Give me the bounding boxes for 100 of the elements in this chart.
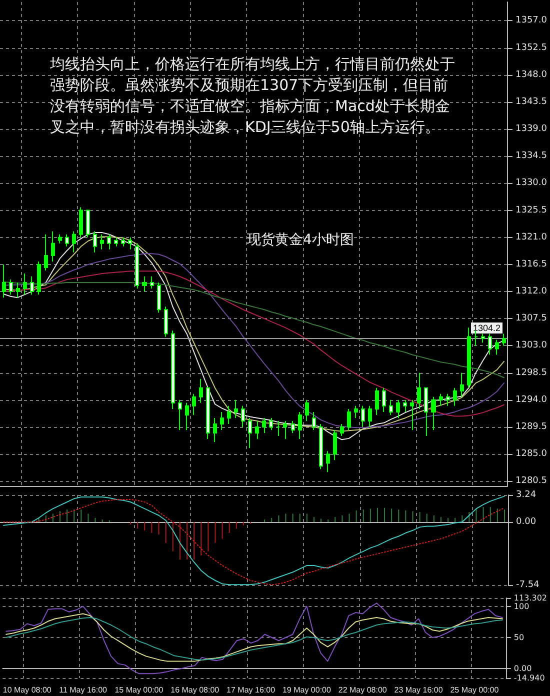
- y-tick-label: -14.940: [514, 674, 545, 682]
- candlestick: [488, 333, 492, 356]
- candlestick: [403, 399, 407, 412]
- candlestick: [227, 405, 231, 424]
- candlestick: [312, 411, 316, 431]
- y-tick-label: 1334.5: [516, 151, 548, 162]
- candlestick: [446, 393, 450, 406]
- candlestick: [382, 387, 386, 412]
- line-series: [3, 270, 504, 417]
- y-tick-label: 1339.0: [516, 124, 548, 134]
- y-tick-label: 50: [514, 632, 524, 642]
- candlestick: [255, 420, 259, 440]
- candlestick: [86, 210, 90, 238]
- candlestick: [157, 282, 161, 314]
- candlestick: [30, 276, 34, 296]
- candlestick: [326, 450, 330, 473]
- candlestick: [192, 393, 196, 416]
- x-tick-label: 19 May 00:00: [282, 686, 332, 694]
- candlestick: [9, 279, 13, 296]
- candlestick: [178, 399, 182, 431]
- y-tick-label: 1321.0: [516, 232, 548, 242]
- x-tick-label: 15 May 00:00: [114, 686, 164, 694]
- candlestick: [340, 423, 344, 437]
- candlestick: [347, 408, 351, 431]
- y-tick-label: 1343.5: [516, 96, 548, 107]
- y-tick-label: 1303.0: [516, 340, 548, 351]
- x-tick-label: 10 May 08:00: [2, 686, 52, 694]
- y-tick-label: 1330.0: [516, 178, 548, 188]
- line-series: [6, 602, 503, 674]
- candlestick: [128, 236, 132, 250]
- candlestick: [185, 402, 189, 431]
- candlestick: [262, 417, 266, 434]
- candlestick: [114, 236, 118, 247]
- candlestick: [453, 387, 457, 406]
- candlestick: [319, 423, 323, 470]
- y-tick-label: 1357.0: [516, 16, 548, 26]
- candlestick: [368, 405, 372, 428]
- candlestick: [431, 396, 436, 431]
- candlestick: [481, 333, 485, 344]
- candlestick: [396, 399, 400, 418]
- y-tick-label: 1325.5: [516, 205, 548, 216]
- text: 现货黄金4小时图: [247, 232, 354, 248]
- y-tick-label: 0.00: [516, 517, 536, 528]
- candlestick: [93, 230, 97, 253]
- y-tick-label: 0.00: [514, 664, 532, 674]
- candlestick: [51, 230, 55, 262]
- candlestick: [417, 372, 421, 410]
- candlestick: [107, 234, 111, 250]
- candlestick: [474, 330, 478, 346]
- candlestick: [37, 260, 41, 296]
- candlestick: [495, 339, 499, 356]
- candlestick: [121, 236, 125, 247]
- candlestick: [58, 234, 62, 244]
- ref-line-label: 1304.2: [472, 323, 501, 334]
- y-tick-label: 1280.5: [516, 476, 548, 486]
- candlestick: [199, 378, 203, 404]
- candlestick: [269, 417, 273, 431]
- candlestick: [354, 405, 358, 418]
- line-series: [3, 281, 504, 378]
- y-tick-label: 1352.5: [516, 42, 548, 53]
- candlestick: [135, 242, 139, 290]
- candlestick: [16, 282, 20, 298]
- x-tick-label: 22 May 08:00: [338, 686, 388, 694]
- candlestick: [65, 234, 69, 247]
- y-tick-label: 1289.5: [516, 422, 548, 432]
- candlestick: [171, 330, 175, 410]
- candlestick: [333, 430, 337, 461]
- candlestick: [298, 411, 302, 440]
- candlestick: [283, 420, 287, 440]
- candlestick: [291, 420, 295, 434]
- candlestick: [2, 264, 6, 298]
- candlestick: [150, 276, 154, 290]
- candlestick: [276, 420, 280, 437]
- candlestick: [439, 393, 443, 406]
- candlestick: [79, 206, 83, 238]
- candlestick: [100, 234, 104, 250]
- y-tick-label: 1307.5: [516, 314, 548, 324]
- candlestick: [72, 230, 76, 253]
- candlestick: [389, 399, 393, 416]
- y-tick-label: 1348.0: [516, 70, 548, 80]
- x-tick-label: 16 May 08:00: [170, 686, 220, 694]
- candlestick: [213, 417, 217, 443]
- y-tick-label: 1316.5: [516, 259, 548, 270]
- y-tick-label: 113.302: [514, 594, 548, 602]
- y-tick-label: -7.54: [516, 580, 540, 590]
- y-tick-label: 1312.0: [516, 286, 548, 297]
- candlestick: [220, 411, 224, 431]
- x-tick-label: 23 May 16:00: [394, 686, 444, 694]
- candlestick: [142, 276, 147, 292]
- candlestick: [44, 234, 48, 271]
- candlestick: [410, 399, 414, 431]
- annotation: 均线抬头向上，价格运行在所有均线上方，行情目前仍然处于强势阶段。虽然涨势不及预期在1307下方受到压制，但目前没有转弱的信号，不适宜做空。指标方面，Macd处于长期金叉之中，暂时没有拐头迹象，KDJ三线位于50轴上方运行。: [50, 54, 456, 138]
- candlestick: [361, 405, 365, 428]
- candlestick: [502, 333, 506, 346]
- candlestick: [206, 387, 210, 440]
- x-tick-label: 11 May 16:00: [59, 686, 108, 694]
- candlestick: [241, 405, 245, 428]
- candlestick: [460, 372, 464, 398]
- candlestick: [234, 399, 238, 418]
- candlestick: [424, 387, 428, 437]
